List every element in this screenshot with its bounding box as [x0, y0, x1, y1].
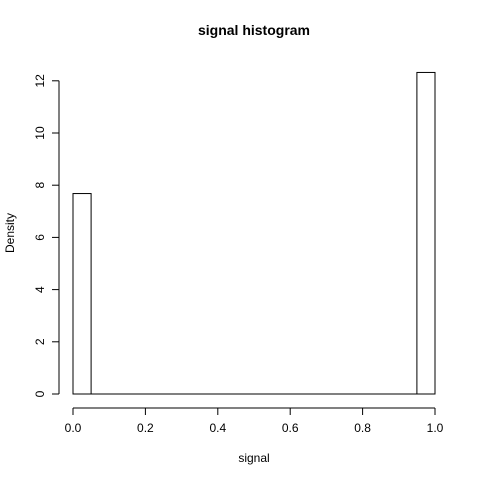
x-tick-label: 0.0 — [65, 421, 82, 435]
x-tick-label: 0.4 — [209, 421, 226, 435]
y-axis-label: Density — [3, 213, 17, 253]
x-tick-label: 0.8 — [354, 421, 371, 435]
chart-title: signal histogram — [198, 22, 310, 38]
y-tick-label: 10 — [33, 126, 47, 140]
x-tick-label: 0.6 — [282, 421, 299, 435]
x-axis: 0.0 0.2 0.4 0.6 0.8 1.0 — [65, 408, 444, 435]
x-axis-label: signal — [238, 451, 269, 465]
histogram-bar — [417, 72, 435, 394]
y-axis: 0 2 4 6 8 10 12 — [33, 74, 59, 398]
y-tick-label: 12 — [33, 74, 47, 88]
y-tick-label: 2 — [33, 338, 47, 345]
x-tick-label: 1.0 — [427, 421, 444, 435]
y-tick-label: 6 — [33, 234, 47, 241]
y-tick-label: 0 — [33, 390, 47, 397]
bars-layer — [73, 72, 435, 394]
y-tick-label: 8 — [33, 182, 47, 189]
histogram-bar — [73, 194, 91, 394]
y-tick-label: 4 — [33, 286, 47, 293]
x-tick-label: 0.2 — [137, 421, 154, 435]
